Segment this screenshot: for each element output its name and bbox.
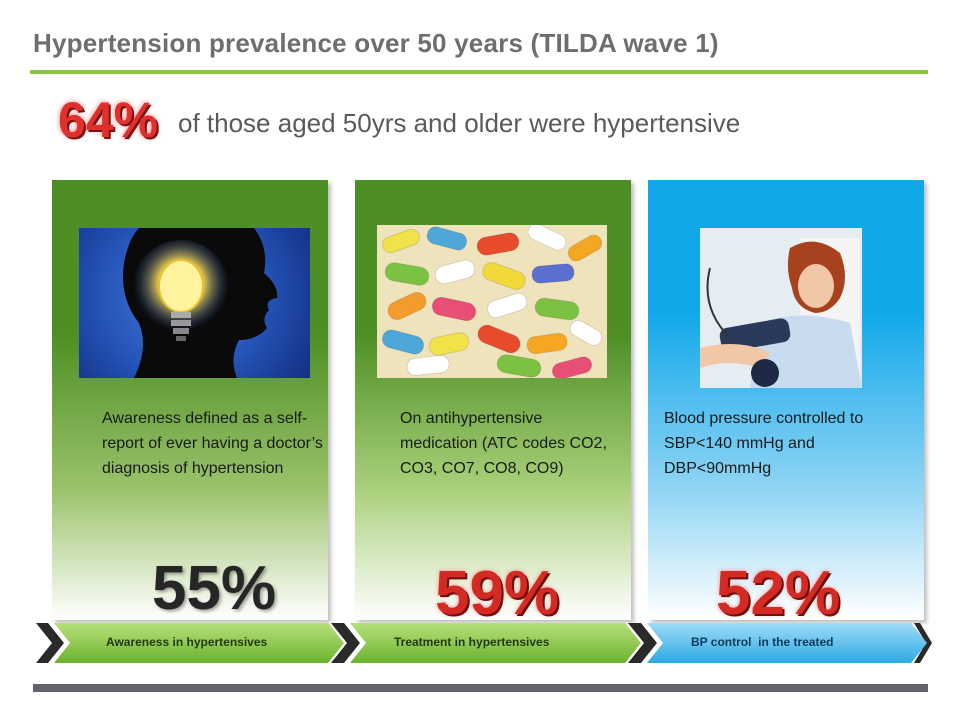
blood-pressure-icon xyxy=(700,228,862,388)
ribbon-labels: Awareness in hypertensives Treatment in … xyxy=(36,631,932,655)
treatment-percent: 59% xyxy=(435,559,560,628)
headline: 64% of those aged 50yrs and older were h… xyxy=(58,92,938,152)
treatment-chevron xyxy=(350,623,641,663)
treatment-description: On antihypertensive medication (ATC code… xyxy=(400,410,607,477)
blood-pressure-image xyxy=(700,228,862,388)
awareness-percent: 55% xyxy=(152,554,277,623)
bp-control-percent: 52% xyxy=(716,559,841,628)
bp-control-chevron xyxy=(647,623,927,663)
lightbulb-icon xyxy=(123,228,278,378)
footer-bar xyxy=(33,684,928,692)
treatment-label: Treatment in hypertensives xyxy=(394,635,550,649)
headline-text: of those aged 50yrs and older were hyper… xyxy=(178,108,741,138)
pills-icon xyxy=(377,225,607,378)
headline-percent: 64% xyxy=(58,92,159,148)
slide-title: Hypertension prevalence over 50 years (T… xyxy=(33,28,719,58)
pills-image xyxy=(377,225,607,378)
awareness-label: Awareness in hypertensives xyxy=(106,635,268,649)
bp-control-description: Blood pressure controlled to SBP<140 mmH… xyxy=(664,410,864,477)
awareness-description: Awareness defined as a self-report of ev… xyxy=(102,410,323,477)
bp-control-label: BP control in the treated xyxy=(691,635,834,649)
awareness-chevron xyxy=(54,623,344,663)
process-ribbon xyxy=(36,623,932,663)
title-divider xyxy=(30,70,928,74)
lightbulb-head-image xyxy=(79,228,310,378)
